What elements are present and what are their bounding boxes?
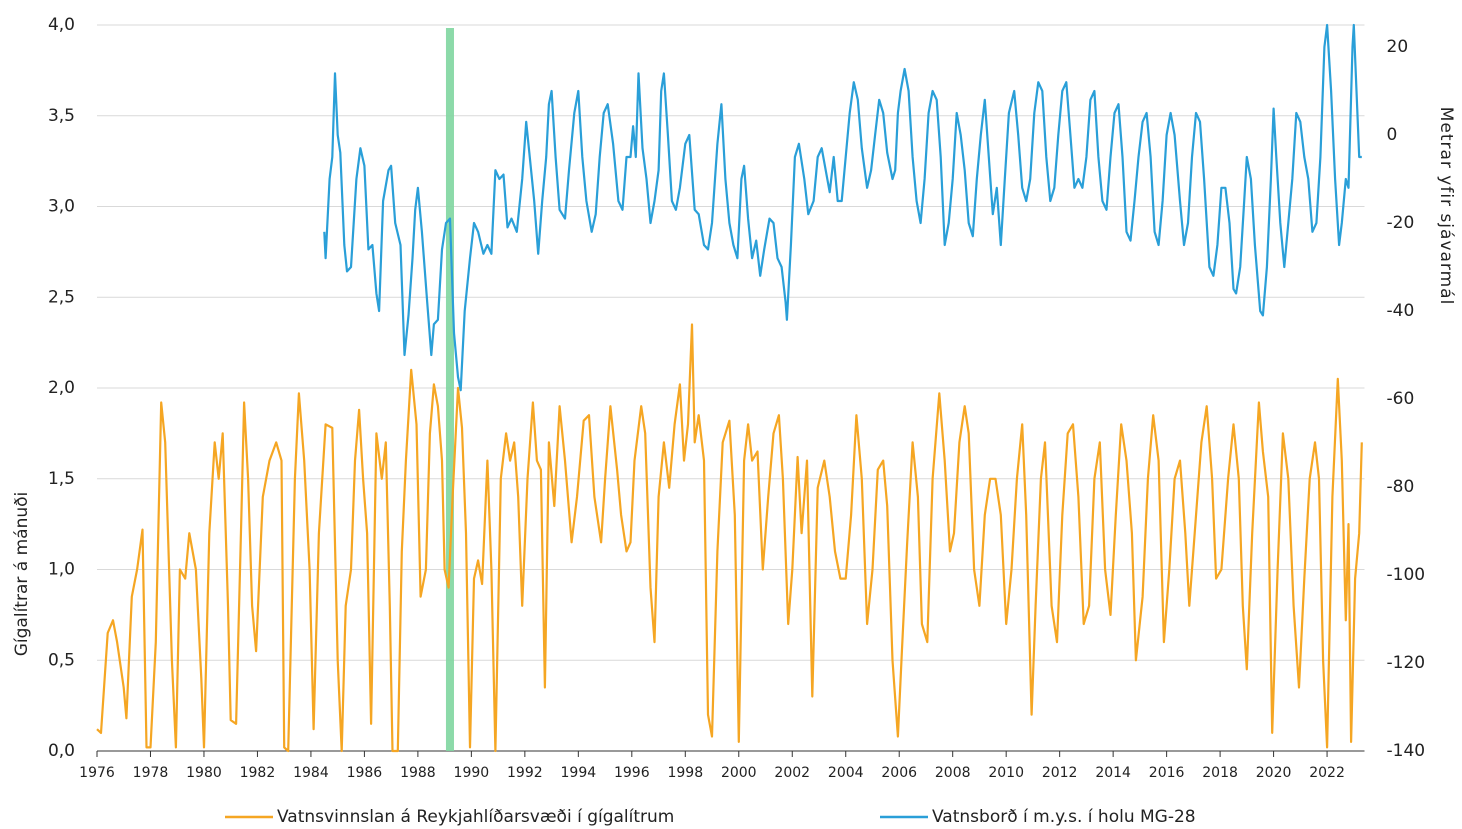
legend-item: Vatnsborð í m.y.s. í holu MG-28 [880, 807, 1196, 827]
y2-tick-label: -40 [1387, 301, 1415, 321]
series-line [323, 23, 1362, 392]
y2-axis-title: Metrar yfir sjávarmál [1436, 107, 1456, 306]
x-tick-label: 2006 [881, 765, 917, 781]
x-tick-label: 2012 [1042, 765, 1078, 781]
x-tick-label: 1984 [293, 765, 329, 781]
y-tick-label: 0,5 [48, 650, 75, 670]
y-tick-label: 1,0 [48, 560, 75, 580]
y2-tick-label: -140 [1387, 741, 1426, 761]
x-tick-label: 1978 [133, 765, 169, 781]
x-tick-label: 2016 [1149, 765, 1185, 781]
x-tick-label: 2018 [1202, 765, 1238, 781]
y-axis-title: Gígalítrar á mánuði [12, 492, 32, 657]
x-tick-label: 1994 [561, 765, 597, 781]
x-tick-label: 2014 [1095, 765, 1131, 781]
x-tick-label: 1990 [454, 765, 490, 781]
y-tick-label: 2,0 [48, 378, 75, 398]
x-tick-label: 1998 [667, 765, 703, 781]
y2-tick-label: -60 [1387, 389, 1415, 409]
y-tick-label: 0,0 [48, 741, 75, 761]
x-tick-label: 2000 [721, 765, 757, 781]
y2-tick-label: 0 [1387, 125, 1398, 145]
legend-label: Vatnsvinnslan á Reykjahlíðarsvæði í gíga… [277, 807, 674, 827]
legend-label: Vatnsborð í m.y.s. í holu MG-28 [932, 807, 1196, 827]
y-tick-label: 1,5 [48, 469, 75, 489]
x-tick-label: 1988 [400, 765, 436, 781]
x-tick-label: 2008 [935, 765, 971, 781]
x-tick-label: 1980 [186, 765, 222, 781]
x-tick-label: 2002 [774, 765, 810, 781]
x-tick-label: 2004 [828, 765, 864, 781]
x-tick-label: 1992 [507, 765, 543, 781]
y-tick-label: 4,0 [48, 15, 75, 35]
x-tick-label: 1976 [79, 765, 115, 781]
series-line [96, 323, 1363, 753]
highlight-band [445, 28, 454, 751]
x-tick-label: 2022 [1309, 765, 1345, 781]
x-tick-label: 1996 [614, 765, 650, 781]
y-tick-label: 3,5 [48, 106, 75, 126]
y2-tick-label: -120 [1387, 653, 1426, 673]
legend-item: Vatnsvinnslan á Reykjahlíðarsvæði í gíga… [225, 807, 674, 827]
y2-tick-label: -100 [1387, 565, 1426, 585]
y2-tick-label: -80 [1387, 477, 1415, 497]
y-tick-label: 3,0 [48, 197, 75, 217]
x-tick-label: 2020 [1256, 765, 1292, 781]
y2-tick-label: 20 [1387, 37, 1409, 57]
y2-tick-label: -20 [1387, 213, 1415, 233]
x-tick-label: 1982 [240, 765, 276, 781]
x-tick-label: 1986 [347, 765, 383, 781]
y-tick-label: 2,5 [48, 287, 75, 307]
x-tick-label: 2010 [988, 765, 1024, 781]
